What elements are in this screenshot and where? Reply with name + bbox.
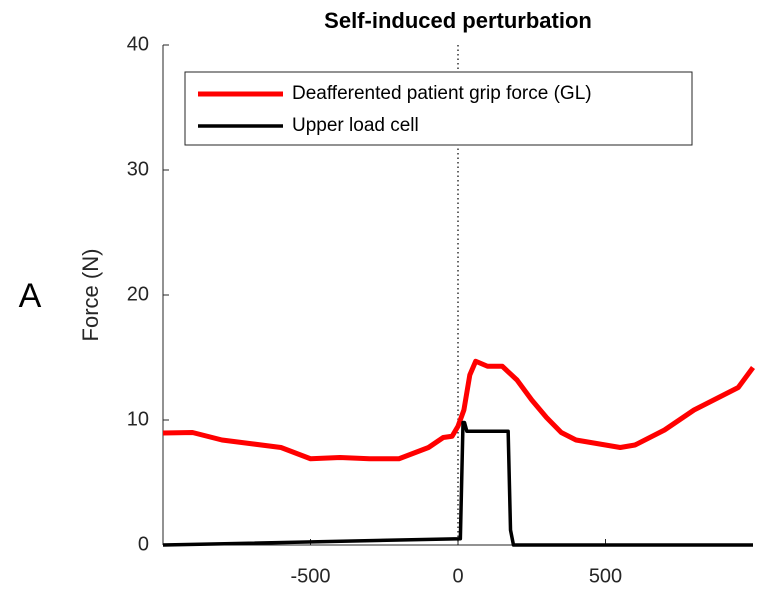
y-axis-label: Force (N) <box>78 249 103 342</box>
legend-box <box>184 71 693 146</box>
y-tick-label: 30 <box>127 158 149 180</box>
panel-label: A <box>19 277 42 315</box>
y-tick-label: 20 <box>127 283 149 305</box>
y-tick-label: 0 <box>138 533 149 555</box>
line-series <box>162 420 753 547</box>
chart-title: Self-induced perturbation <box>324 8 592 33</box>
x-tick-label: -500 <box>290 565 330 587</box>
y-tick-label: 40 <box>127 33 149 55</box>
x-tick-label: 500 <box>589 565 622 587</box>
legend-label: Deafferented patient grip force (GL) <box>292 83 592 104</box>
line-series <box>162 358 756 462</box>
x-tick-label: 0 <box>452 565 463 587</box>
y-tick-label: 10 <box>127 408 149 430</box>
legend-label: Upper load cell <box>292 115 419 136</box>
